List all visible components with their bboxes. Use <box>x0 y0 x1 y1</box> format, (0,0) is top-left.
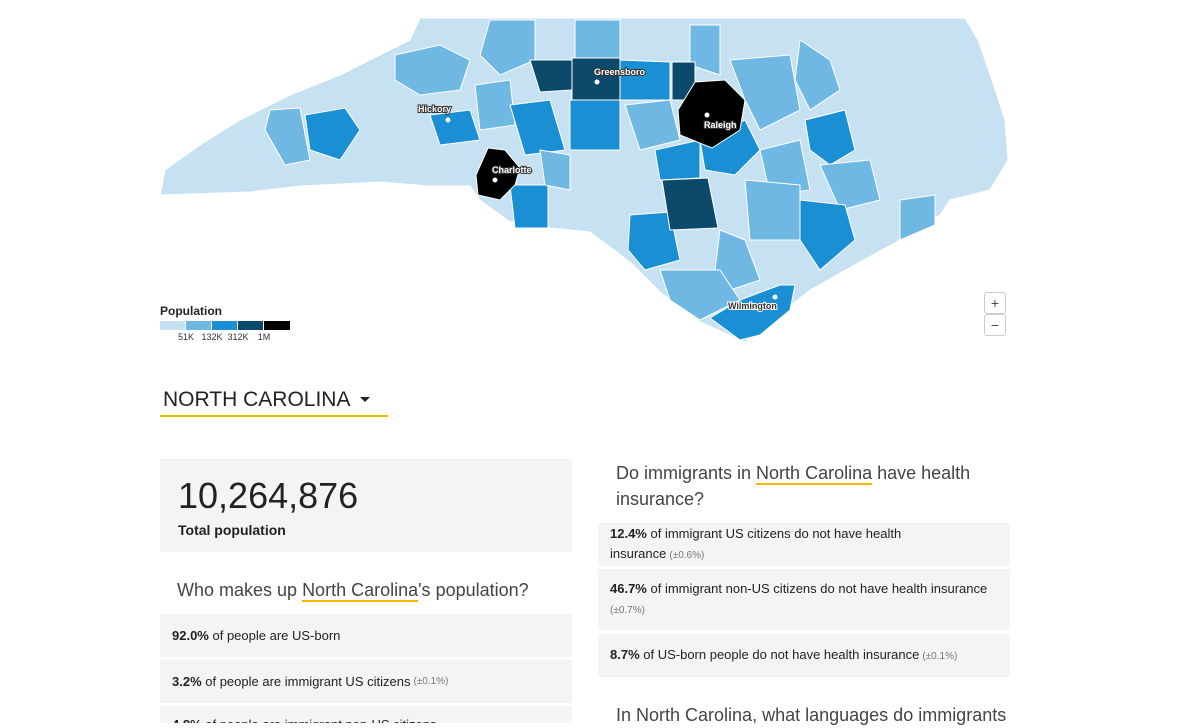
total-label: Total population <box>178 522 286 538</box>
total-box: 10,264,876 Total population <box>160 459 572 552</box>
city-label: Charlotte <box>492 165 532 175</box>
stat-text: of people are US-born <box>208 627 341 643</box>
margin: (±0.1%) <box>413 675 449 687</box>
stat-row: 92.0% of people are US-born <box>160 614 572 657</box>
stat-value: 12.4% <box>610 525 647 541</box>
zoom-in[interactable]: + <box>984 292 1006 314</box>
legend-label: 312K <box>227 332 248 342</box>
map: Greensboro Hickory Raleigh Charlotte Wil… <box>159 17 1009 343</box>
stat-value: 3.2% <box>172 673 202 689</box>
stat-value: 8.7% <box>610 646 640 662</box>
stat-row: 4.8% of people are immigrant non-US citi… <box>160 706 572 723</box>
legend-label: 51K <box>178 332 194 342</box>
stat-row: 12.4% of immigrant US citizens do not ha… <box>598 523 1010 566</box>
city-label: Greensboro <box>594 67 646 77</box>
total-value: 10,264,876 <box>178 475 359 516</box>
stat-row: 46.7% of immigrant non-US citizens do no… <box>598 569 1010 630</box>
margin: (±0.1%) <box>922 650 958 662</box>
text: 's population? <box>418 580 529 600</box>
legend-swatches <box>160 321 290 330</box>
city-label: Hickory <box>418 104 451 114</box>
legend-label: 132K <box>201 332 222 342</box>
languages-question: In North Carolina, what languages do imm… <box>616 702 1016 728</box>
stat-value: 46.7% <box>610 580 647 596</box>
counties <box>264 19 936 341</box>
legend-label: 1M <box>258 332 271 342</box>
insurance-question: Do immigrants in North Carolina have hea… <box>616 460 996 512</box>
stat-text: of people are immigrant US citizens <box>201 673 411 689</box>
text: Who makes up <box>177 580 303 600</box>
selector-label: NORTH CAROLINA <box>163 388 351 411</box>
text: In <box>616 705 637 725</box>
legend-title: Population <box>160 304 222 318</box>
text: Do immigrants in <box>616 463 757 483</box>
city-label: Wilmington <box>728 301 777 311</box>
stat-text: of US-born people do not have health ins… <box>639 646 920 662</box>
text: have health insurance? <box>616 463 971 509</box>
dropdown-arrow <box>360 397 371 402</box>
text: , what languages do immigrants <box>752 705 1007 725</box>
stat-row: 3.2% of people are immigrant US citizens… <box>160 660 572 703</box>
stat-row: 8.7% of US-born people do not have healt… <box>598 634 1010 677</box>
stat-text: of people are immigrant non-US citizens <box>202 715 436 723</box>
margin: (±0.7%) <box>610 604 645 616</box>
city-markers <box>445 79 778 300</box>
zoom-out[interactable]: − <box>984 314 1006 336</box>
population-question: Who makes up North Carolina's population… <box>177 577 577 603</box>
state-name: North Carolina <box>302 580 419 602</box>
stat-value: 92.0% <box>172 627 209 643</box>
state-name: North Carolina <box>756 463 873 485</box>
stat-text: of immigrant US citizens do not have hea… <box>610 525 902 561</box>
state-name: North Carolina <box>636 705 753 725</box>
stat-value: 4.8% <box>172 715 202 723</box>
margin: (±0.6%) <box>669 549 705 561</box>
state-selector[interactable]: NORTH CAROLINA <box>160 385 388 417</box>
city-label: Raleigh <box>704 120 737 130</box>
stat-text: of immigrant non-US citizens do not have… <box>646 580 988 596</box>
